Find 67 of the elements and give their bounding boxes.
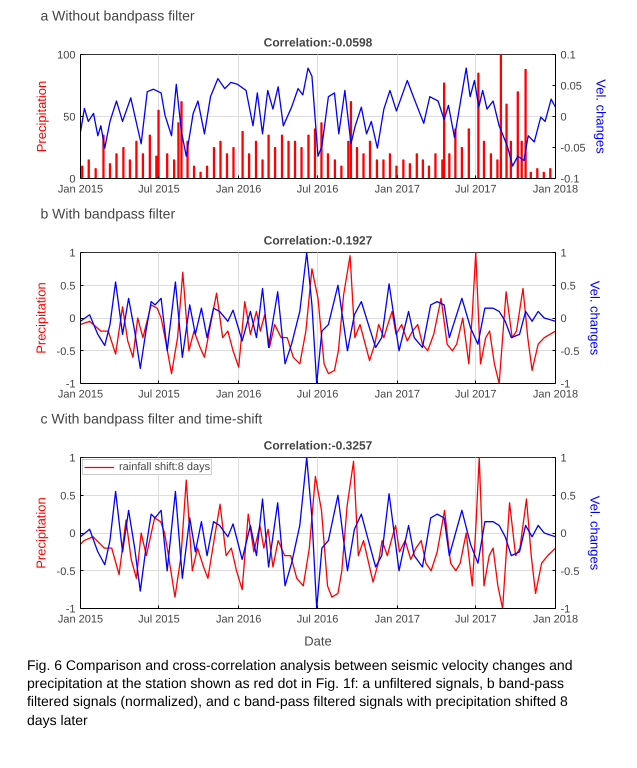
y-axis-title: Precipitation [34,282,49,354]
chart-subtitle: Correlation:-0.0598 [264,36,373,50]
y2-tick-label: 1 [560,452,567,464]
x-tick-label: Jan 2017 [374,184,420,196]
y-tick-label: 100 [57,50,76,62]
legend-label: rainfall shift:8 days [119,461,210,473]
y2-tick-label: 0 [560,112,567,124]
chart-title: c With bandpass filter and time-shift [40,410,262,426]
chart-title: b With bandpass filter [40,206,176,222]
x-tick-label: Jul 2016 [296,388,338,400]
y-axis-title: Precipitation [34,80,50,152]
y-tick-label: 1 [69,452,76,464]
x-tick-label: Jan 2016 [216,184,262,196]
line-series [80,458,556,608]
y-axis-title: Precipitation [34,497,49,569]
y-tick-label: 0.5 [60,490,76,502]
x-tick-label: Jul 2016 [296,614,338,626]
x-tick-label: Jan 2015 [58,184,104,196]
y-tick-label: -0.5 [56,566,76,578]
chart-title: a Without bandpass filter [40,8,195,24]
y-tick-label: -1 [66,378,76,390]
y2-tick-label: -1 [560,604,570,616]
x-tick-label: Jan 2015 [58,388,104,400]
y2-tick-label: -0.1 [560,174,580,186]
y-tick-label: 50 [63,112,76,124]
x-tick-label: Jan 2016 [216,388,262,400]
y2-tick-label: 0.1 [560,50,576,62]
x-tick-label: Jan 2016 [216,614,262,626]
y-tick-label: 0 [69,528,76,540]
y-tick-label: 0 [69,174,76,186]
y-tick-label: -0.5 [56,346,76,358]
line-series [80,67,556,167]
y-tick-label: 0.5 [60,280,76,292]
chart-subtitle: Correlation:-0.3257 [264,438,373,452]
y2-axis-title: Vel. changes [594,79,609,154]
caption: Fig. 6 Comparison and cross-correlation analysis between seismic velocity changes and precipitation at the station shown as red dot in Fig. 1f: a unfiltered signals, b band-pass filtered signals (normalized), and c band-pass filtered signals with precipitation shifted 8 days later [26,656,574,729]
y2-tick-label: 0.5 [560,490,576,502]
x-tick-label: Jul 2015 [138,614,180,626]
x-tick-label: Jul 2017 [454,388,497,400]
y-tick-label: 0 [69,313,76,325]
y2-tick-label: -0.05 [560,142,586,154]
y2-tick-label: 0.5 [560,280,576,292]
x-tick-label: Jan 2018 [532,614,578,626]
x-tick-label: Jul 2015 [138,388,180,400]
y2-tick-label: -0.5 [560,346,580,358]
x-tick-label: Jan 2017 [374,388,420,400]
y2-tick-label: 0.05 [560,80,582,92]
x-axis-title: Date [304,634,332,648]
chart-subtitle: Correlation:-0.1927 [264,234,373,248]
x-tick-label: Jan 2018 [532,388,578,400]
x-tick-label: Jul 2017 [454,614,497,626]
x-tick-label: Jul 2015 [138,184,180,196]
x-tick-label: Jan 2015 [58,614,104,626]
x-tick-label: Jan 2017 [374,614,420,626]
y2-tick-label: 0 [560,313,567,325]
x-tick-label: Jan 2018 [532,184,578,196]
y2-axis-title: Vel. changes [587,280,602,356]
y-tick-label: 1 [69,248,76,260]
y2-axis-title: Vel. changes [587,496,602,571]
y2-tick-label: 1 [560,248,567,260]
line-series [80,252,556,384]
x-tick-label: Jul 2016 [296,184,338,196]
y2-tick-label: -0.5 [560,566,580,578]
y2-tick-label: 0 [560,528,567,540]
y2-tick-label: -1 [560,378,570,390]
y-tick-label: -1 [66,604,76,616]
x-tick-label: Jul 2017 [454,184,497,196]
